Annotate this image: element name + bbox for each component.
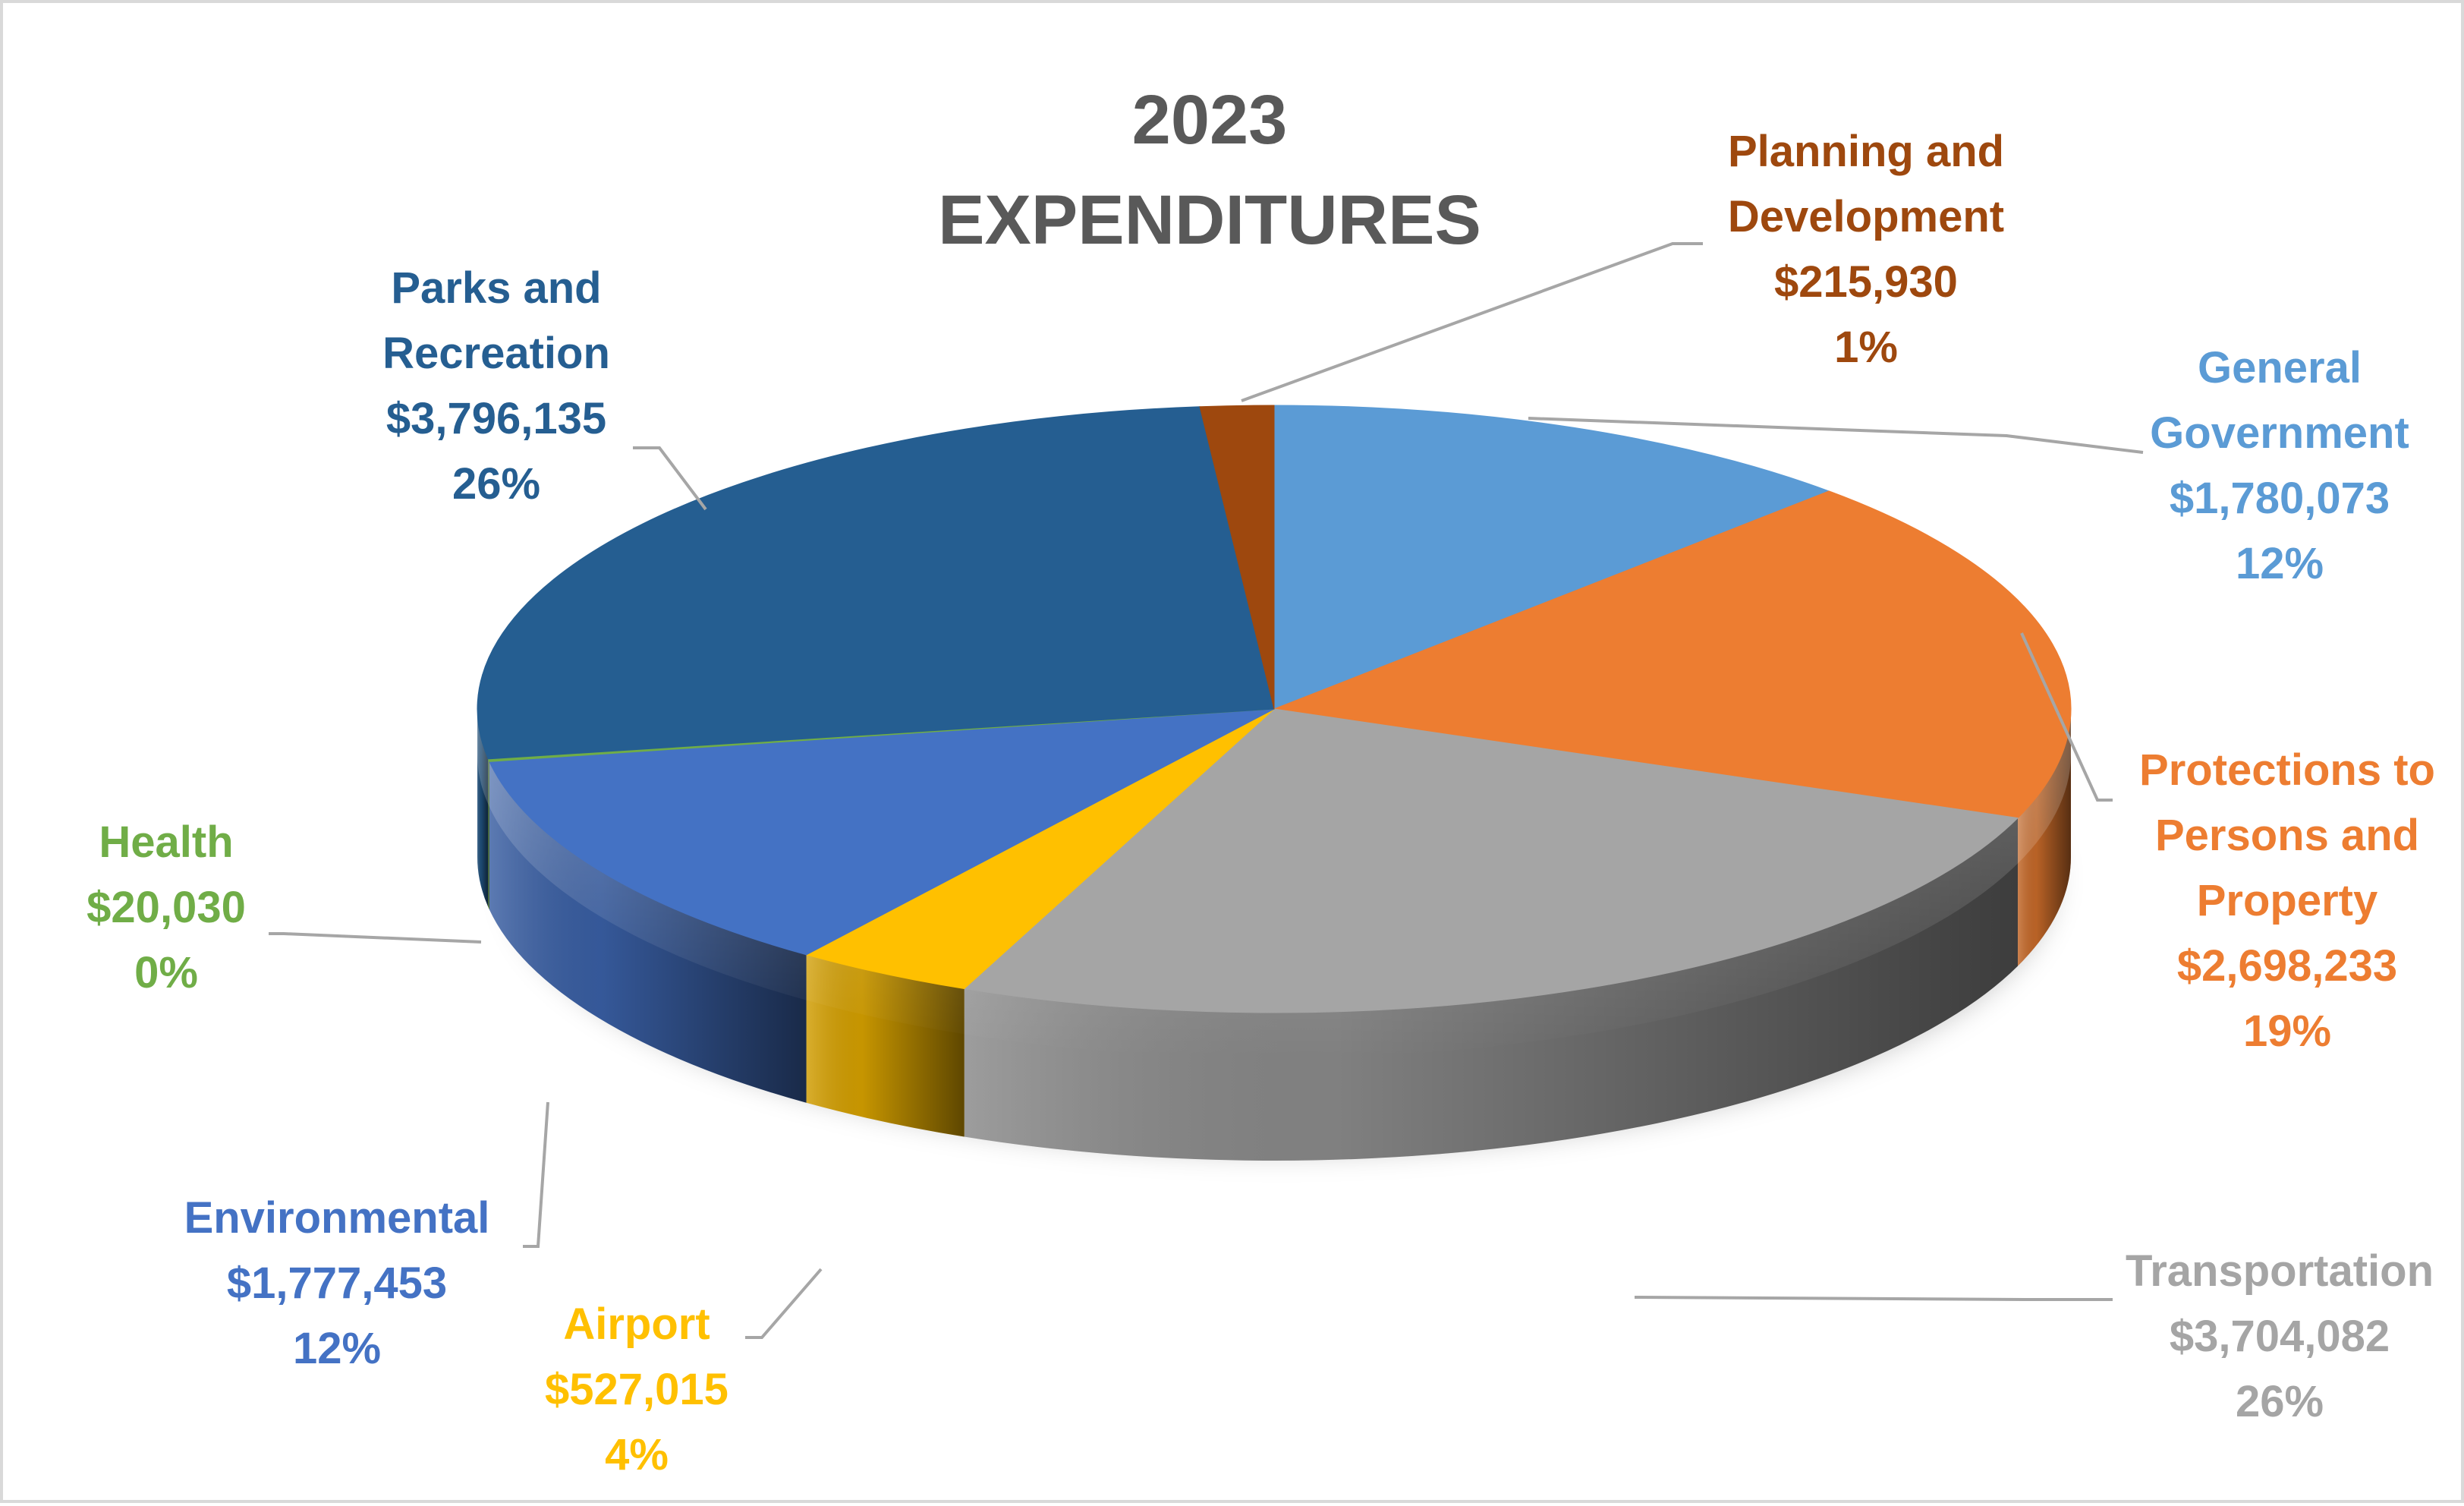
data-label-protections-to-persons-and-property: Protections to Persons and Property $2,698,… [2139, 745, 2435, 1056]
label-percent: 12% [293, 1324, 381, 1373]
leader-line-planning-and-development [1241, 242, 1703, 402]
label-amount: $2,698,233 [2177, 941, 2397, 991]
data-label-planning-and-development: Planning and Development $215,930 1% [1728, 127, 2004, 372]
label-amount: $20,030 [87, 883, 246, 932]
slice-side-transportation-shade [964, 818, 2018, 1161]
pie-slice-parks-and-recreation[interactable] [477, 406, 1275, 760]
label-percent: 26% [452, 459, 540, 509]
leader-line-general-government [1528, 417, 2144, 454]
data-label-airport: Airport $527,015 4% [545, 1300, 729, 1479]
label-percent: 26% [2236, 1377, 2324, 1426]
pie-chart: General Government $1,780,073 12% Protection… [87, 81, 2435, 1479]
pie-slice-environmental[interactable] [489, 708, 1275, 956]
label-name-line-1: Airport [563, 1300, 710, 1349]
label-amount: $1,777,453 [227, 1259, 447, 1308]
label-name-line-2: Recreation [382, 329, 610, 378]
label-amount: $1,780,073 [2170, 474, 2390, 523]
label-percent: 19% [2243, 1007, 2331, 1056]
label-name-line-3: Property [2197, 876, 2378, 925]
chart-title-line-1: 2023 [1132, 81, 1288, 159]
data-label-general-government: General Government $1,780,073 12% [2150, 343, 2409, 588]
label-amount: $215,930 [1774, 257, 1958, 307]
data-label-parks-and-recreation: Parks and Recreation $3,796,135 26% [382, 263, 610, 509]
label-name-line-1: Environmental [184, 1193, 490, 1243]
leader-line-environmental [523, 1101, 549, 1248]
label-name-line-1: Health [99, 818, 233, 867]
label-name-line-2: Government [2150, 408, 2409, 458]
label-amount: $527,015 [545, 1365, 729, 1414]
pie-slice-planning-and-development[interactable] [1199, 405, 1275, 710]
label-name-line-2: Persons and [2155, 811, 2419, 860]
data-label-health: Health $20,030 0% [87, 818, 246, 997]
pie-slice-general-government[interactable] [1273, 405, 1830, 710]
pie-slice-transportation[interactable] [963, 708, 2019, 1013]
leader-line-parks-and-recreation [633, 446, 707, 511]
leader-line-health [269, 932, 482, 944]
leader-line-airport [745, 1268, 823, 1339]
chart-title: 2023 EXPENDITURES [938, 81, 1481, 259]
pie-slice-airport[interactable] [805, 708, 1275, 990]
label-percent: 1% [1834, 323, 1898, 372]
label-percent: 0% [134, 948, 198, 997]
label-amount: $3,704,082 [2170, 1312, 2390, 1361]
label-name-line-1: Transportation [2126, 1246, 2434, 1296]
chart-title-line-2: EXPENDITURES [938, 181, 1481, 259]
pie-slice-protections-to-persons-and-property[interactable] [1273, 490, 2072, 819]
label-percent: 12% [2236, 539, 2324, 588]
leader-line-transportation [1634, 1296, 2113, 1301]
data-label-transportation: Transportation $3,704,082 26% [2126, 1246, 2434, 1426]
label-amount: $3,796,135 [386, 394, 606, 443]
label-name-line-1: Parks and [391, 263, 601, 313]
label-name-line-2: Development [1728, 192, 2004, 241]
label-percent: 4% [605, 1430, 669, 1479]
label-name-line-1: Planning and [1728, 127, 2004, 176]
label-name-line-1: General [2198, 343, 2362, 392]
leader-line-protections-to-persons-and-property [2020, 632, 2113, 802]
label-name-line-1: Protections to [2139, 745, 2435, 795]
data-label-environmental: Environmental $1,777,453 12% [184, 1193, 490, 1373]
